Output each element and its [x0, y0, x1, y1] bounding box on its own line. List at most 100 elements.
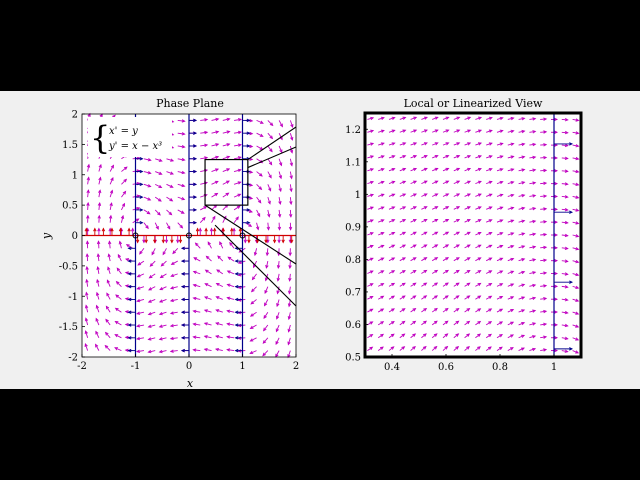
- field-arrow-head: [158, 171, 163, 175]
- field-arrow-head: [499, 257, 504, 261]
- field-arrow-head: [499, 334, 503, 338]
- field-arrow-head: [380, 295, 385, 300]
- field-arrow-head: [477, 270, 482, 274]
- field-arrow-head: [455, 269, 460, 274]
- field-arrow-head: [445, 257, 450, 261]
- field-arrow-head: [84, 317, 89, 322]
- field-arrow-head: [391, 206, 396, 210]
- field-arrow-head: [135, 349, 141, 353]
- field-arrow-head: [380, 206, 385, 210]
- field-arrow: [288, 312, 291, 320]
- y-nullcline-arrow-head: [127, 297, 132, 302]
- y-tick-label: 1.5: [62, 140, 78, 151]
- y-nullcline-arrow-head: [234, 272, 239, 276]
- field-arrow-head: [532, 168, 537, 172]
- field-arrow-head: [380, 116, 385, 121]
- field-arrow-head: [104, 344, 109, 349]
- field-arrow-head: [391, 193, 396, 197]
- field-arrow-head: [117, 253, 121, 258]
- x-tick-label: 0: [186, 361, 192, 372]
- field-arrow-head: [521, 181, 526, 185]
- field-arrow-head: [510, 129, 515, 134]
- field-arrow-head: [249, 131, 254, 136]
- field-arrow-head: [167, 225, 171, 230]
- field-arrow-head: [401, 346, 406, 350]
- field-arrow-head: [279, 123, 283, 128]
- field-arrow: [216, 309, 223, 313]
- field-arrow-head: [215, 168, 220, 172]
- field-arrow: [267, 209, 270, 217]
- field-arrow: [87, 190, 89, 198]
- field-arrow: [211, 180, 219, 185]
- field-arrow-head: [212, 215, 216, 220]
- y-nullcline-arrow-head: [234, 310, 239, 314]
- field-arrow: [227, 270, 235, 275]
- field-arrow-head: [423, 244, 428, 248]
- field-arrow-head: [149, 263, 154, 267]
- field-arrow-head: [170, 273, 175, 278]
- field-arrow: [170, 286, 178, 289]
- field-arrow: [166, 222, 171, 230]
- field-arrow: [264, 299, 269, 306]
- field-arrow: [276, 299, 280, 307]
- field-arrow-head: [268, 161, 273, 166]
- field-arrow-head: [477, 219, 482, 223]
- field-arrow-head: [499, 168, 504, 172]
- field-arrow-head: [262, 352, 266, 357]
- field-arrow-head: [434, 180, 439, 184]
- field-arrow: [204, 296, 212, 300]
- field-arrow-head: [380, 219, 385, 223]
- field-arrow-head: [456, 244, 460, 248]
- field-arrow-head: [434, 155, 439, 159]
- field-arrow-head: [575, 298, 580, 302]
- field-arrow-head: [287, 341, 291, 346]
- field-arrow-head: [266, 226, 271, 231]
- field-arrow: [104, 345, 111, 351]
- y-tick-label: -1: [68, 292, 78, 303]
- equation-1: x' = y: [109, 126, 138, 137]
- field-arrow-head: [135, 218, 140, 222]
- field-arrow-head: [148, 287, 152, 291]
- field-arrow-head: [564, 195, 569, 199]
- field-arrow-head: [467, 167, 472, 172]
- field-arrow-head: [510, 155, 515, 159]
- field-arrow: [245, 222, 252, 227]
- y-tick-label: 1: [72, 170, 78, 181]
- field-arrow: [148, 299, 156, 303]
- field-arrow-head: [289, 149, 294, 154]
- field-arrow: [85, 318, 89, 326]
- field-arrow-head: [169, 198, 174, 202]
- field-arrow-head: [510, 181, 515, 185]
- field-arrow-head: [575, 247, 580, 251]
- field-arrow-head: [445, 116, 450, 120]
- field-arrow-head: [445, 282, 449, 286]
- y-nullcline-arrow-head: [569, 210, 574, 214]
- field-arrow-head: [287, 328, 291, 333]
- field-arrow-head: [456, 180, 461, 184]
- field-arrow-head: [391, 155, 396, 159]
- field-arrow: [227, 256, 235, 262]
- field-arrow-head: [237, 181, 242, 185]
- field-arrow-head: [444, 307, 449, 312]
- field-arrow-head: [249, 313, 254, 317]
- field-arrow: [177, 145, 185, 148]
- field-arrow-head: [466, 295, 471, 299]
- x-nullcline-arrow-head: [93, 227, 97, 232]
- field-arrow-head: [433, 320, 438, 325]
- field-arrow-head: [455, 345, 460, 350]
- field-arrow-head: [543, 322, 548, 327]
- field-arrow-head: [289, 201, 293, 206]
- field-arrow-head: [423, 282, 428, 286]
- field-arrow: [136, 324, 145, 327]
- field-arrow-head: [499, 232, 504, 236]
- field-arrow-head: [288, 290, 292, 295]
- field-arrow: [256, 171, 263, 177]
- field-arrow-head: [275, 315, 280, 320]
- y-nullcline-arrow-head: [246, 131, 251, 135]
- field-arrow-head: [257, 213, 261, 218]
- field-arrow-head: [423, 257, 428, 261]
- field-arrow: [277, 286, 280, 294]
- field-arrow-head: [106, 279, 110, 284]
- field-arrow: [126, 244, 133, 249]
- field-arrow-head: [258, 173, 263, 177]
